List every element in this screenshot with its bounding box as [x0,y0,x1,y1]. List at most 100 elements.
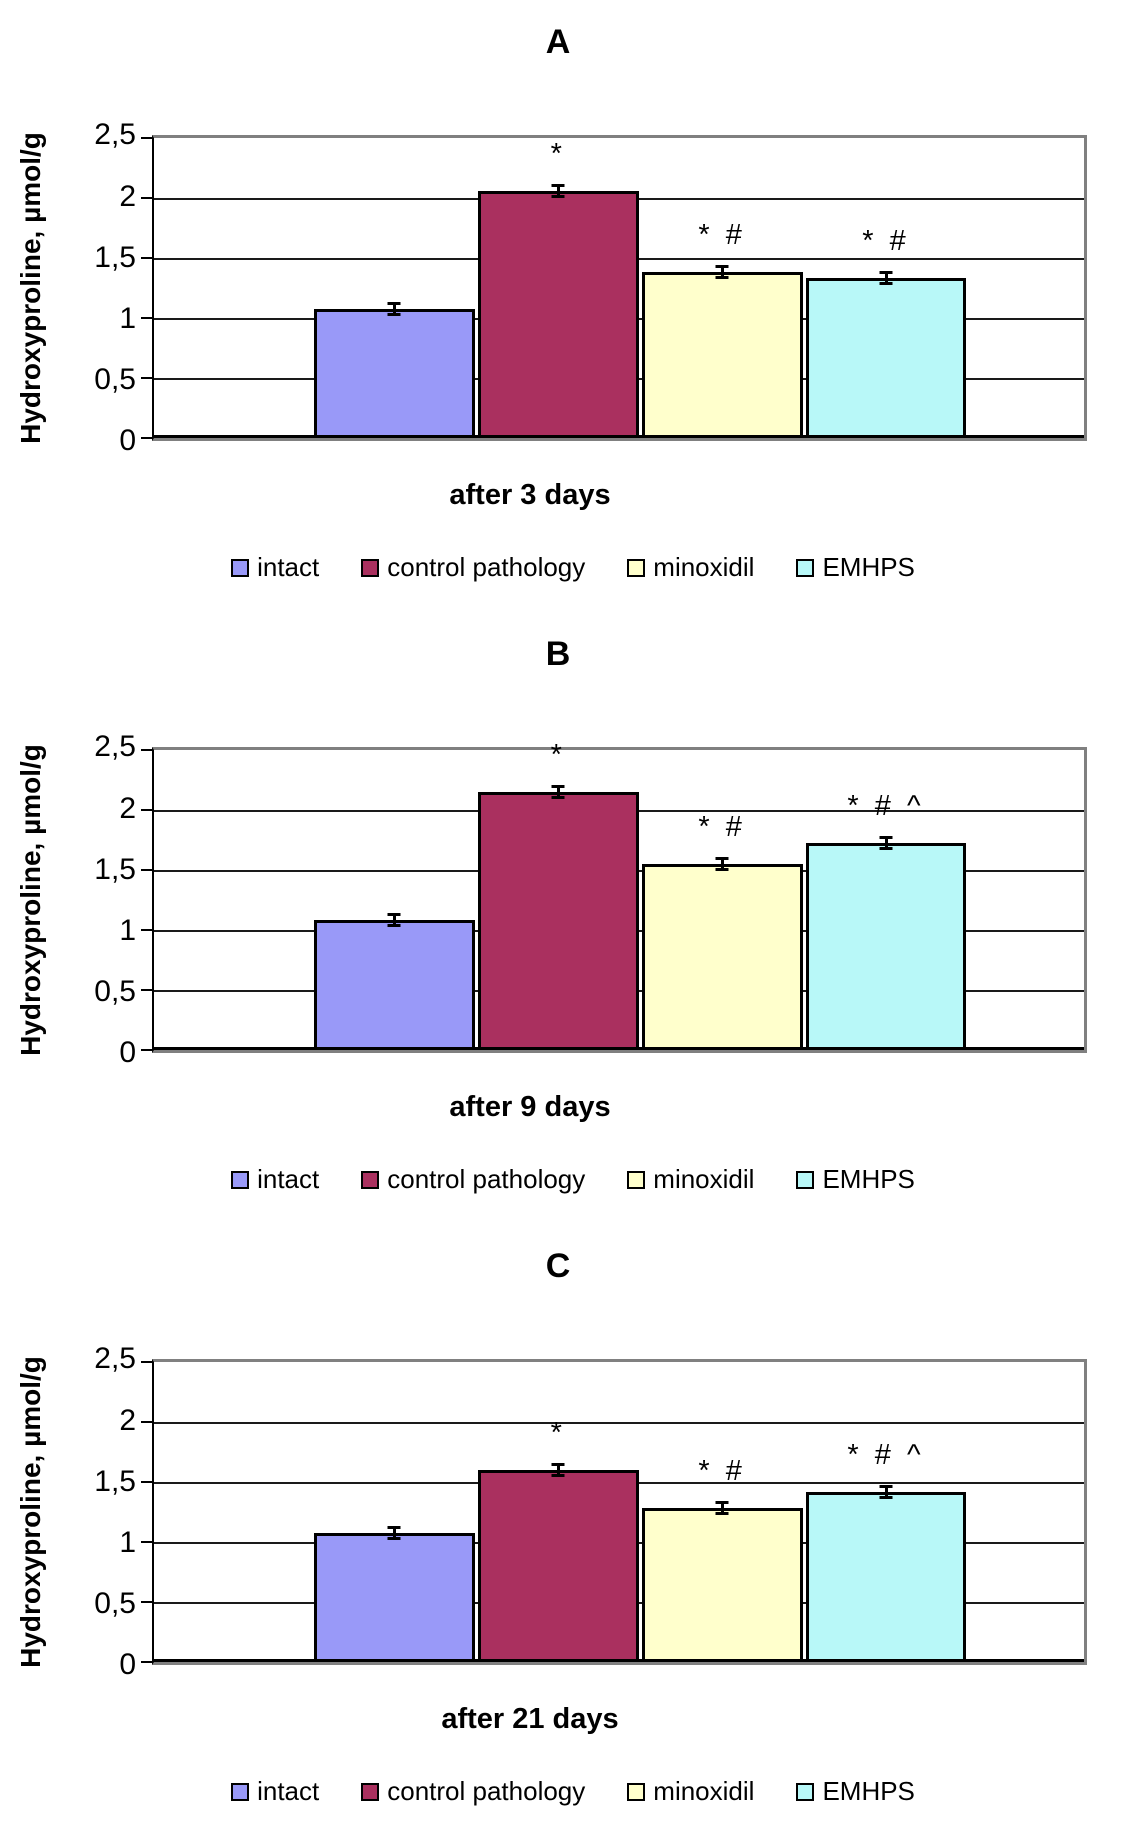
legend-swatch [796,1170,815,1189]
legend-swatch [231,1170,250,1189]
y-axis-tick-mark [141,317,152,320]
error-bar-intact [387,912,401,927]
y-tick-label: 0,5 [94,975,136,1009]
y-axis-tick-mark [141,437,152,440]
significance-annotation: * # [698,811,746,844]
y-axis-label: Hydroxyproline, µmol/g [0,133,62,445]
legend-swatch [361,1170,380,1189]
y-tick-label: 2 [119,1403,136,1437]
legend-item-control-pathology: control pathology [361,552,585,583]
bar-minoxidil [641,271,803,439]
y-tick-label: 2,5 [94,118,136,152]
y-tick-label: 2 [119,791,136,825]
y-tick-label: 0,5 [94,1587,136,1621]
y-axis-tick-mark [141,377,152,380]
chart-title-wrap: B [0,635,1116,673]
error-bar-minoxidil [715,1500,729,1515]
y-axis-tick-mark [141,1601,152,1604]
bar-intact [313,1532,475,1663]
error-bar-emhps [879,270,893,285]
y-axis-tick-mark [141,1661,152,1664]
significance-annotation: * # ^ [847,789,925,822]
bar-emhps [805,1492,967,1663]
y-tick-label: 0,5 [94,363,136,397]
legend-item-intact: intact [231,1776,319,1807]
legend-label: EMHPS [822,552,915,583]
legend: intact control pathology minoxidil EMHPS [0,552,1146,583]
legend-item-minoxidil: minoxidil [627,1164,754,1195]
x-axis-line [154,435,1084,439]
x-axis-label-wrap: after 9 days [0,1091,1060,1124]
plot-area: * * # * # ^ [141,741,1087,1054]
y-axis-tick-mark [141,809,152,812]
legend-label: intact [257,552,320,583]
legend-item-intact: intact [231,1164,319,1195]
y-tick-label: 1,5 [94,852,136,886]
significance-annotation: * [550,138,566,171]
legend: intact control pathology minoxidil EMHPS [0,1776,1146,1807]
chart-title-wrap: C [0,1247,1116,1285]
y-tick-label: 2,5 [94,730,136,764]
y-axis-tick-mark [141,257,152,260]
legend-swatch [361,558,380,577]
legend-item-control-pathology: control pathology [361,1776,585,1807]
y-axis-ticks: 2,5 2 1,5 1 0,5 0 [62,732,152,1068]
x-axis-line [154,1659,1084,1663]
bar-control-pathology [477,1470,639,1663]
legend-item-emhps: EMHPS [796,1164,915,1195]
chart-title: B [545,635,571,673]
legend-item-minoxidil: minoxidil [627,552,754,583]
legend: intact control pathology minoxidil EMHPS [0,1164,1146,1195]
legend-item-minoxidil: minoxidil [627,1776,754,1807]
y-axis-tick-mark [141,197,152,200]
y-axis-tick-mark [141,1361,152,1364]
y-axis-label-text: Hydroxyproline, µmol/g [15,744,46,1057]
chart-panel-a: A Hydroxyproline, µmol/g 2,5 2 1,5 1 0,5 0 * *… [0,0,1146,612]
legend-label: control pathology [387,1164,586,1195]
y-axis-tick-mark [141,1481,152,1484]
y-axis-tick-mark [141,137,152,140]
x-axis-label: after 9 days [449,1091,611,1124]
significance-annotation: * # [862,224,910,257]
legend-label: minoxidil [653,552,755,583]
y-tick-label: 1,5 [94,240,136,274]
bar-emhps [805,842,967,1051]
legend-label: minoxidil [653,1776,755,1807]
legend-item-intact: intact [231,552,319,583]
x-axis-label-wrap: after 3 days [0,479,1060,512]
significance-annotation: * # ^ [847,1439,925,1471]
significance-annotation: * # [698,218,746,251]
legend-swatch [627,1782,646,1801]
legend-swatch [627,1170,646,1189]
bar-minoxidil [641,864,803,1051]
legend-swatch [231,558,250,577]
y-axis-tick-mark [141,869,152,872]
error-bar-control-pathology [551,184,565,199]
chart-title: C [545,1247,571,1285]
chart-panel-b: B Hydroxyproline, µmol/g 2,5 2 1,5 1 0,5 0 * *… [0,612,1146,1224]
y-axis-ticks: 2,5 2 1,5 1 0,5 0 [62,1344,152,1680]
bar-control-pathology [477,191,639,439]
y-tick-label: 2,5 [94,1342,136,1376]
bar-emhps [805,277,967,439]
legend-swatch [627,558,646,577]
gridline [154,1422,1084,1425]
plot-area: * * # * # [141,135,1087,442]
y-tick-label: 0 [119,1648,136,1682]
y-tick-label: 0 [119,424,136,458]
legend-label: EMHPS [822,1776,915,1807]
x-axis-label: after 3 days [449,479,611,512]
x-axis-label: after 21 days [441,1703,619,1736]
legend-label: control pathology [387,1776,586,1807]
significance-annotation: * # [698,1454,746,1487]
y-axis-tick-mark [141,1049,152,1052]
y-tick-label: 1 [119,301,136,335]
y-tick-label: 1 [119,913,136,947]
error-bar-minoxidil [715,264,729,279]
legend-label: control pathology [387,552,586,583]
y-axis-tick-mark [141,749,152,752]
error-bar-control-pathology [551,1463,565,1478]
y-tick-label: 2 [119,179,136,213]
legend-label: intact [257,1776,320,1807]
chart-area: Hydroxyproline, µmol/g 2,5 2 1,5 1 0,5 0 * * #… [0,1344,1146,1680]
